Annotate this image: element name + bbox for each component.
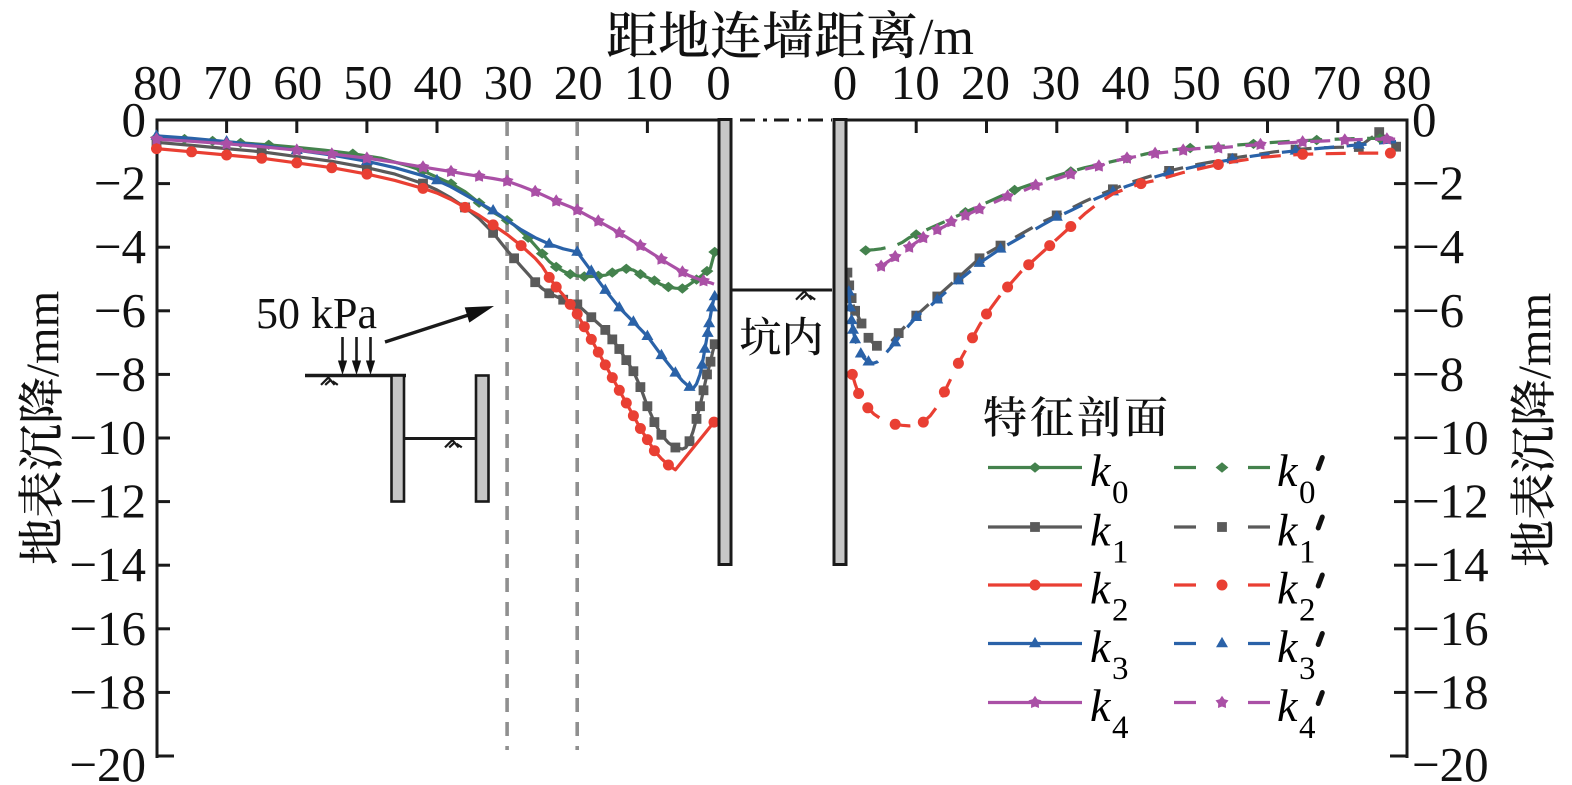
svg-text:0: 0 bbox=[833, 55, 858, 110]
svg-text:0: 0 bbox=[1299, 475, 1316, 511]
svg-text:80: 80 bbox=[133, 55, 182, 110]
svg-text:k: k bbox=[1277, 563, 1299, 614]
svg-text:0: 0 bbox=[1112, 475, 1129, 511]
svg-text:−4: −4 bbox=[94, 219, 146, 274]
svg-text:−20: −20 bbox=[69, 737, 146, 785]
svg-text:40: 40 bbox=[1102, 55, 1151, 110]
svg-text:−10: −10 bbox=[1412, 410, 1489, 465]
svg-text:k: k bbox=[1090, 621, 1112, 672]
svg-text:0: 0 bbox=[706, 55, 731, 110]
svg-text:−6: −6 bbox=[1412, 283, 1464, 338]
svg-text:k: k bbox=[1277, 680, 1299, 731]
svg-text:1: 1 bbox=[1112, 535, 1129, 571]
svg-text:−16: −16 bbox=[69, 601, 146, 656]
svg-text:−18: −18 bbox=[1412, 664, 1489, 719]
svg-text:−8: −8 bbox=[94, 346, 146, 401]
svg-text:4: 4 bbox=[1299, 710, 1316, 746]
svg-text:−12: −12 bbox=[1412, 474, 1489, 529]
svg-text:−2: −2 bbox=[94, 156, 146, 211]
svg-text:k: k bbox=[1090, 563, 1112, 614]
svg-text:10: 10 bbox=[624, 55, 673, 110]
svg-text:k: k bbox=[1090, 445, 1112, 496]
svg-text:50 kPa: 50 kPa bbox=[256, 289, 377, 338]
svg-text:k: k bbox=[1090, 505, 1112, 556]
svg-text:−2: −2 bbox=[1412, 156, 1464, 211]
svg-text:70: 70 bbox=[1312, 55, 1361, 110]
svg-text:−16: −16 bbox=[1412, 601, 1489, 656]
svg-text:40: 40 bbox=[414, 55, 463, 110]
svg-text:1: 1 bbox=[1299, 535, 1316, 571]
svg-text:60: 60 bbox=[1242, 55, 1291, 110]
svg-text:−20: −20 bbox=[1412, 737, 1489, 785]
svg-text:2: 2 bbox=[1299, 593, 1316, 629]
svg-text:−12: −12 bbox=[69, 474, 146, 529]
svg-text:−10: −10 bbox=[69, 410, 146, 465]
svg-text:k: k bbox=[1277, 505, 1299, 556]
svg-text:30: 30 bbox=[1031, 55, 1080, 110]
svg-text:−6: −6 bbox=[94, 283, 146, 338]
svg-text:−8: −8 bbox=[1412, 346, 1464, 401]
svg-text:−14: −14 bbox=[1412, 537, 1489, 592]
svg-text:0: 0 bbox=[122, 92, 147, 147]
svg-text:10: 10 bbox=[891, 55, 940, 110]
svg-text:k: k bbox=[1277, 445, 1299, 496]
svg-text:0: 0 bbox=[1412, 92, 1437, 147]
svg-text:50: 50 bbox=[343, 55, 392, 110]
svg-text:4: 4 bbox=[1112, 710, 1129, 746]
svg-text:20: 20 bbox=[961, 55, 1010, 110]
svg-text:2: 2 bbox=[1112, 593, 1129, 629]
svg-text:3: 3 bbox=[1299, 651, 1316, 687]
svg-text:/mm: /mm bbox=[17, 291, 69, 377]
svg-text:3: 3 bbox=[1112, 651, 1129, 687]
svg-text:70: 70 bbox=[203, 55, 252, 110]
svg-text:−4: −4 bbox=[1412, 219, 1464, 274]
svg-text:80: 80 bbox=[1383, 55, 1432, 110]
svg-text:−14: −14 bbox=[69, 537, 146, 592]
svg-text:k: k bbox=[1090, 680, 1112, 731]
svg-text:/mm: /mm bbox=[1509, 293, 1561, 379]
svg-text:20: 20 bbox=[554, 55, 603, 110]
svg-text:−18: −18 bbox=[69, 664, 146, 719]
svg-text:30: 30 bbox=[484, 55, 533, 110]
svg-text:50: 50 bbox=[1172, 55, 1221, 110]
svg-text:60: 60 bbox=[273, 55, 322, 110]
svg-text:/m: /m bbox=[919, 9, 974, 66]
svg-text:k: k bbox=[1277, 621, 1299, 672]
